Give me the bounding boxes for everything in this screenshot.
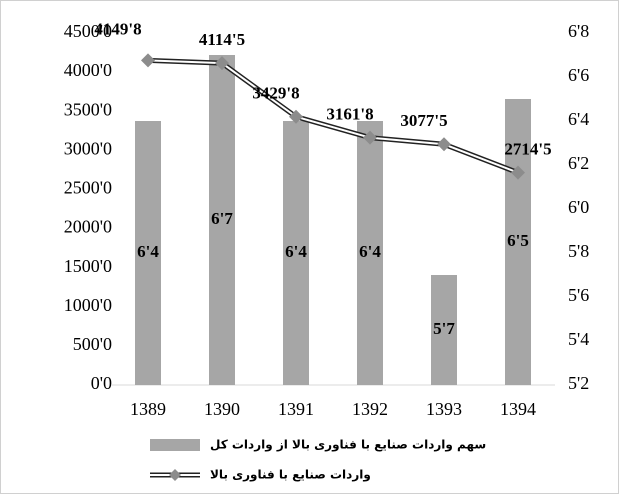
y2-tick-label: 5'8 — [568, 241, 589, 261]
bar — [209, 55, 235, 385]
line-data-label: 2714'5 — [504, 140, 551, 159]
bar-data-label: 6'4 — [359, 242, 381, 261]
y-tick-label: 3000'0 — [64, 138, 112, 158]
y-tick-label: 1500'0 — [64, 256, 112, 276]
x-tick-label: 1393 — [426, 399, 462, 419]
line-data-label: 3429'8 — [252, 84, 299, 103]
y-tick-label: 0'0 — [91, 373, 112, 393]
bar — [135, 121, 161, 385]
y-tick-label: 4500'0 — [64, 21, 112, 41]
y-tick-label: 2000'0 — [64, 217, 112, 237]
y-tick-label: 500'0 — [73, 334, 112, 354]
bar — [283, 121, 309, 385]
y2-tick-label: 6'2 — [568, 153, 589, 173]
line-marker — [511, 165, 525, 180]
line-marker — [363, 130, 377, 145]
line-data-label: 3161'8 — [326, 105, 373, 124]
legend-label: سهم واردات صنایع با فناوری بالا از واردا… — [210, 438, 486, 453]
y2-tick-label: 5'4 — [568, 329, 589, 349]
bar-data-label: 6'7 — [211, 209, 233, 228]
y2-tick-label: 5'2 — [568, 373, 589, 393]
line-marker — [215, 56, 229, 71]
bar-data-label: 6'5 — [507, 231, 529, 250]
x-tick-label: 1392 — [352, 399, 388, 419]
y2-tick-label: 6'0 — [568, 197, 589, 217]
y-tick-label: 1000'0 — [64, 295, 112, 315]
y2-tick-label: 6'4 — [568, 109, 589, 129]
line-marker — [289, 109, 303, 124]
line-inner — [147, 59, 519, 174]
legend-label: واردات صنایع با فناوری بالا — [210, 468, 371, 483]
y2-tick-label: 6'8 — [568, 21, 589, 41]
y-tick-label: 4000'0 — [64, 60, 112, 80]
y2-tick-label: 5'6 — [568, 285, 589, 305]
legend-swatch — [150, 439, 200, 451]
line-marker — [141, 53, 155, 68]
x-tick-label: 1390 — [204, 399, 240, 419]
bar — [505, 99, 531, 385]
line-marker — [437, 137, 451, 152]
bar — [431, 275, 457, 385]
x-tick-label: 1389 — [130, 399, 166, 419]
y-tick-label: 2500'0 — [64, 178, 112, 198]
bar-data-label: 6'4 — [285, 242, 307, 261]
x-tick-label: 1391 — [278, 399, 314, 419]
y-tick-label: 3500'0 — [64, 99, 112, 119]
line-data-label: 4149'8 — [94, 19, 141, 38]
bar — [357, 121, 383, 385]
y2-tick-label: 6'6 — [568, 65, 589, 85]
line-data-label: 4114'5 — [199, 30, 245, 49]
legend-marker — [169, 469, 181, 481]
x-tick-label: 1394 — [500, 399, 536, 419]
bar-data-label: 6'4 — [137, 242, 159, 261]
bar-data-label: 5'7 — [433, 319, 455, 338]
line-data-label: 3077'5 — [400, 111, 447, 130]
